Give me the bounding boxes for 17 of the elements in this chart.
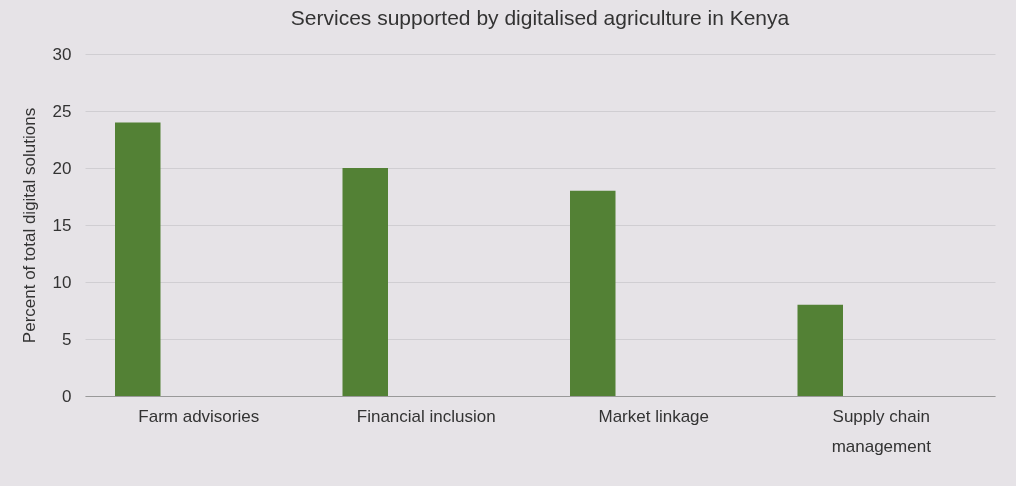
y-tick-label: 15 (52, 215, 72, 235)
bar (342, 168, 388, 396)
bar (115, 122, 161, 396)
y-tick-label: 25 (52, 101, 72, 121)
x-tick-label: Supply chain management (831, 406, 932, 456)
chart-title: Services supported by digitalised agriculture in Kenya (290, 6, 790, 29)
y-axis-title: Percent of total digital solutions (19, 107, 39, 344)
bar (797, 304, 843, 396)
x-tick-label: Financial inclusion (356, 406, 496, 426)
x-tick-label: Farm advisories (138, 406, 260, 426)
bar (570, 190, 616, 396)
y-tick-label: 30 (52, 44, 72, 64)
y-tick-label: 0 (62, 386, 72, 406)
y-tick-label: 5 (62, 329, 72, 349)
x-tick-label: Market linkage (598, 406, 710, 426)
y-tick-label: 10 (52, 272, 72, 292)
y-tick-label: 20 (52, 158, 72, 178)
